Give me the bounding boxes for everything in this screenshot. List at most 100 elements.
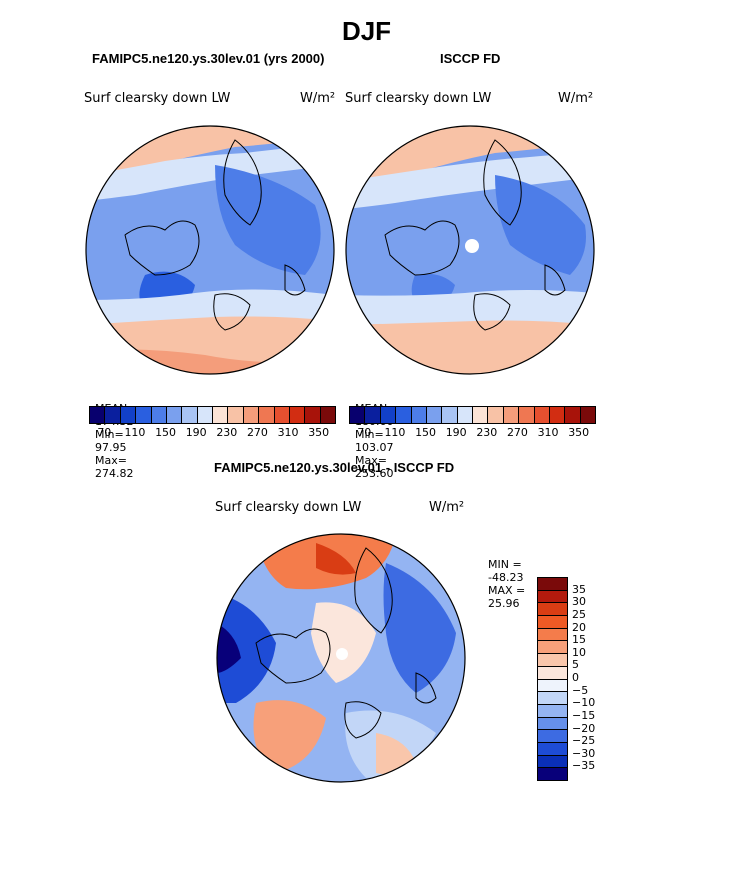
panel2-polar-map — [345, 125, 595, 375]
panel1-pale-band-north — [86, 143, 334, 201]
panel3-colorbar-swatch — [538, 730, 567, 743]
panel3-colorbar-swatch — [538, 628, 567, 642]
panel1-max-label: Max= — [95, 454, 127, 467]
panel2-variable-label: Surf clearsky down LW — [345, 91, 492, 106]
panel2-land-outline-island — [544, 264, 566, 296]
panel3-stats: MIN = -48.23 MAX = 25.96 — [481, 545, 525, 610]
panel3-blue-east — [383, 563, 456, 693]
panel3-colorbar-swatch — [538, 641, 567, 655]
panel2-colorbar-swatch — [411, 407, 427, 423]
panel1-colorbar-tick-label: 150 — [155, 426, 177, 439]
panel1-variable-label: Surf clearsky down LW — [84, 91, 231, 106]
panel3-units-label: W/m² — [429, 500, 465, 515]
panel2-colorbar-swatch — [549, 407, 566, 423]
panel2-colorbar-swatch — [350, 407, 366, 423]
panel2-colorbar-swatch — [442, 407, 458, 423]
panel2-colorbar-tick-label: 190 — [445, 426, 467, 439]
panel2-land-outline-scandinavia — [473, 293, 511, 331]
panel1-min-value: 97.95 — [95, 441, 127, 454]
panel3-colorbar-tick-label: −30 — [572, 746, 596, 760]
panel3-land-outline-canada — [255, 628, 331, 684]
panel1-units-label: W/m² — [300, 91, 336, 106]
panel3-colorbar-swatch — [538, 666, 567, 680]
panel1-colorbar-tick-label: 70 — [97, 426, 112, 439]
panel1-colorbar-swatch — [105, 407, 121, 423]
panel1-polar-map — [85, 125, 335, 375]
panel3-colorbar-tick-label: −15 — [572, 708, 596, 722]
panel3-warm-southwest — [253, 700, 326, 773]
panel3-colorbar-swatch — [538, 679, 567, 693]
panel2-colorbar-tick-label: 70 — [357, 426, 372, 439]
panel1-colorbar-swatch — [305, 407, 321, 423]
panel2-colorbar-tick-label: 110 — [384, 426, 406, 439]
panel1-colorbar-tick-label: 310 — [277, 426, 299, 439]
panel1-colorbar-swatch — [243, 407, 260, 423]
panel2-colorbar-swatch — [519, 407, 535, 423]
panel2-colorbar-tick-label: 230 — [476, 426, 498, 439]
panel2-colorbar-swatch — [426, 407, 443, 423]
panel2-colorbar-swatch — [580, 407, 595, 423]
panel3-colorbar-tick-label: 30 — [572, 595, 586, 609]
panel3-colorbar-tick-label: 5 — [572, 658, 579, 672]
panel2-colorbar-tick-label: 270 — [506, 426, 528, 439]
panel1-colorbar-swatch — [289, 407, 306, 423]
panel3-colorbar-ticks: 35 30 25 20 15 10 5 0 −5 −10 −15 −20 −25 −30 −35 — [572, 577, 612, 779]
panel1-title: FAMIPC5.ne120.ys.30lev.01 (yrs 2000) — [92, 51, 325, 66]
panel1-colorbar-tick-label: 190 — [185, 426, 207, 439]
panel1-colorbar-tick-label: 350 — [308, 426, 330, 439]
panel3-min-value: -48.23 — [488, 571, 524, 584]
panel2-colorbar-swatch — [534, 407, 550, 423]
panel2-land-outline-siberia — [483, 139, 522, 226]
panel3-colorbar-swatch — [538, 578, 567, 591]
panel3-colorbar-swatch — [538, 755, 567, 769]
panel1-colorbar-swatch — [213, 407, 229, 423]
panel2-colorbar-swatch — [503, 407, 520, 423]
panel3-colorbar-tick-label: 35 — [572, 582, 586, 596]
panel2-colorbar-swatch — [565, 407, 581, 423]
panel1-blue-east — [215, 165, 321, 275]
panel3-colorbar-tick-label: 20 — [572, 620, 586, 634]
panel1-colorbar-tick-label: 270 — [246, 426, 268, 439]
panel2-pale-band-north — [346, 151, 594, 209]
panel2-min-label: Min= — [355, 428, 384, 441]
panel2-warm-south — [346, 320, 594, 374]
panel3-colorbar-swatch — [538, 616, 567, 629]
panel3-colorbar-tick-label: −5 — [572, 683, 589, 697]
panel3-title: FAMIPC5.ne120.ys.30lev.01 - ISCCP FD — [214, 460, 455, 475]
panel2-blue-east — [495, 175, 586, 275]
panel2-colorbar-ticks: 70 110 150 190 230 270 310 350 — [349, 426, 594, 440]
figure-title: DJF — [341, 16, 392, 46]
panel3-land-outline-scandinavia — [344, 701, 382, 739]
panel2-units-label: W/m² — [558, 91, 594, 106]
panel3-land-outline-siberia — [354, 547, 393, 634]
panel3-colorbar-tick-label: 10 — [572, 645, 586, 659]
panel2-colorbar-swatch — [396, 407, 412, 423]
panel2-colorbar-tick-label: 350 — [568, 426, 590, 439]
panel3-colorbar-tick-label: −25 — [572, 734, 596, 748]
panel2-colorbar-swatch — [457, 407, 473, 423]
panel3-colorbar-swatch — [538, 692, 567, 705]
panel2-colorbar-tick-label: 150 — [415, 426, 437, 439]
panel2-pale-band-south — [346, 290, 594, 331]
panel3-colorbar-tick-label: −10 — [572, 696, 596, 710]
panel3-polar-map — [216, 533, 466, 783]
panel1-colorbar-swatch — [274, 407, 290, 423]
panel1-pale-band-south — [86, 289, 334, 330]
panel2-colorbar-swatch — [380, 407, 397, 423]
panel2-missing-data-pole — [465, 239, 479, 253]
panel3-missing-data-pole — [336, 648, 348, 660]
panel1-min-label: Min= — [95, 428, 124, 441]
panel3-colorbar-tick-label: −35 — [572, 759, 596, 773]
panel3-colorbar-tick-label: 0 — [572, 671, 579, 684]
panel1-colorbar-swatch — [182, 407, 198, 423]
panel2-max-value: 253.60 — [355, 467, 394, 480]
panel3-colorbar-tick-label: 15 — [572, 633, 586, 647]
panel1-colorbar-swatch — [320, 407, 335, 423]
panel2-land-outline-canada — [384, 220, 460, 276]
panel1-colorbar-ticks: 70 110 150 190 230 270 310 350 — [89, 426, 334, 440]
panel3-max-value: 25.96 — [488, 597, 520, 610]
panel3-colorbar — [537, 577, 568, 781]
panel1-colorbar-swatch — [136, 407, 152, 423]
panel3-colorbar-swatch — [538, 704, 567, 718]
panel3-colorbar-swatch — [538, 717, 567, 731]
